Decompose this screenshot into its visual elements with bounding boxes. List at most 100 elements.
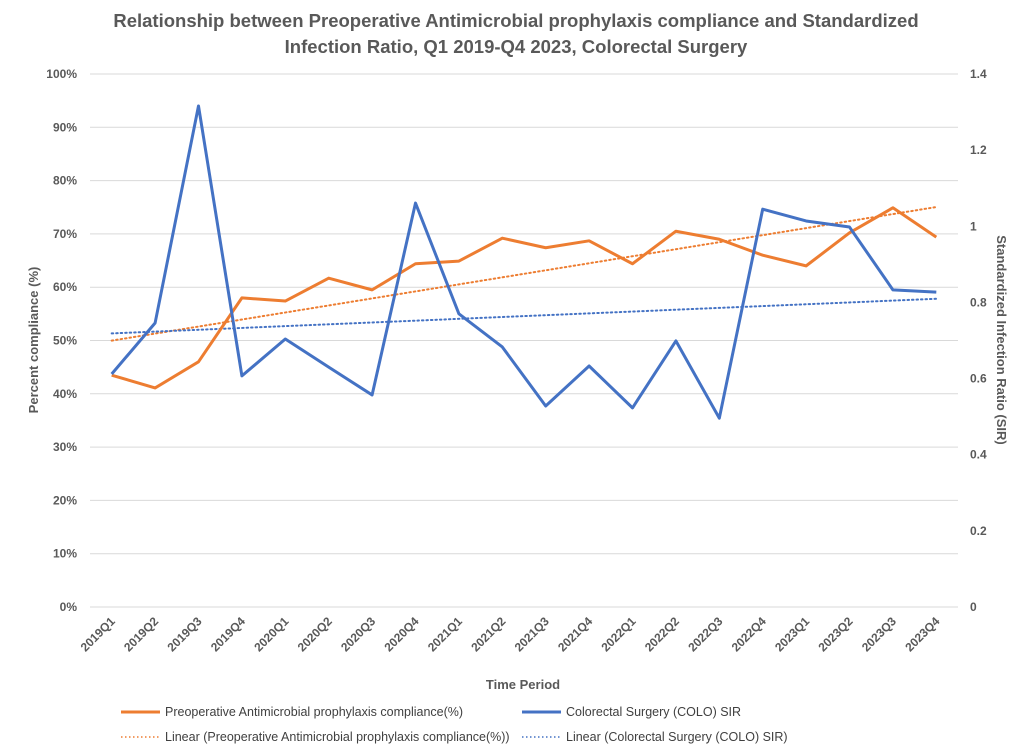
x-tick-label: 2023Q2 [816, 614, 856, 654]
x-tick-label: 2020Q2 [295, 614, 335, 654]
trendlines [110, 206, 938, 342]
x-axis-ticks: 2019Q1 2019Q2 2019Q3 2019Q4 2020Q1 2020Q2 2020… [78, 614, 943, 654]
left-tick-label: 60% [53, 280, 77, 294]
series-0-point [587, 238, 592, 243]
series-0-point [804, 263, 809, 268]
series-0-point [153, 385, 158, 390]
x-tick-label: 2020Q4 [382, 614, 422, 654]
series-1-point [717, 416, 722, 421]
y-axis-right-title: Standardized Infection Ratio (SIR) [994, 235, 1009, 444]
left-tick-label: 70% [53, 227, 77, 241]
series-0-point [543, 245, 548, 250]
series-0-point [413, 261, 418, 266]
left-tick-label: 80% [53, 174, 77, 188]
legend-label-compliance: Preoperative Antimicrobial prophylaxis c… [165, 705, 463, 719]
x-tick-label: 2022Q3 [685, 614, 725, 654]
legend: Preoperative Antimicrobial prophylaxis c… [121, 705, 788, 744]
x-tick-label: 2019Q4 [208, 614, 248, 654]
x-tick-label: 2019Q3 [165, 614, 205, 654]
x-tick-label: 2020Q1 [251, 614, 291, 654]
legend-label-sir: Colorectal Surgery (COLO) SIR [566, 705, 741, 719]
series-0-point [934, 235, 939, 240]
left-tick-label: 40% [53, 387, 77, 401]
x-tick-label: 2019Q2 [121, 614, 161, 654]
legend-label-sir-trend: Linear (Colorectal Surgery (COLO) SIR) [566, 730, 788, 744]
legend-item-compliance-trend[interactable]: Linear (Preoperative Antimicrobial proph… [121, 730, 510, 744]
series-0-point [500, 236, 505, 241]
series-1-point [890, 287, 895, 292]
series-1-point [673, 338, 678, 343]
series-1-point [760, 207, 765, 212]
series-0-point [717, 237, 722, 242]
series-1-point [370, 392, 375, 397]
trendline-0 [110, 206, 938, 342]
gridlines [90, 73, 958, 608]
x-tick-label: 2021Q3 [512, 614, 552, 654]
chart-title-line-1: Relationship between Preoperative Antimi… [113, 10, 919, 31]
right-tick-label: 0 [970, 600, 977, 614]
chart-title-line-2: Infection Ratio, Q1 2019-Q4 2023, Colore… [284, 36, 748, 57]
x-tick-label: 2021Q1 [425, 614, 465, 654]
right-tick-label: 1 [970, 219, 977, 233]
series-1-point [500, 344, 505, 349]
left-axis-ticks: 0% 10% 20% 30% 40% 50% 60% 70% 80% 90% 100% [46, 67, 77, 614]
left-tick-label: 50% [53, 334, 77, 348]
series-lines [109, 103, 939, 421]
left-tick-label: 30% [53, 440, 77, 454]
x-tick-label: 2023Q4 [902, 614, 942, 654]
left-tick-label: 90% [53, 120, 77, 134]
x-tick-label: 2022Q2 [642, 614, 682, 654]
series-0-point [370, 287, 375, 292]
series-line-0 [111, 206, 938, 390]
right-tick-label: 1.4 [970, 67, 987, 81]
series-1-point [543, 403, 548, 408]
series-0-point [283, 299, 288, 304]
x-tick-label: 2021Q4 [555, 614, 595, 654]
series-1-point [630, 405, 635, 410]
legend-label-compliance-trend: Linear (Preoperative Antimicrobial proph… [165, 730, 510, 744]
left-tick-label: 20% [53, 493, 77, 507]
legend-item-sir[interactable]: Colorectal Surgery (COLO) SIR [522, 705, 741, 719]
left-tick-label: 0% [60, 600, 78, 614]
series-1-point [934, 290, 939, 295]
chart-title: Relationship between Preoperative Antimi… [0, 8, 1032, 60]
series-0-point [239, 295, 244, 300]
series-0-point [326, 276, 331, 281]
series-1-point [847, 225, 852, 230]
series-line-1 [110, 104, 937, 420]
series-1-point [326, 365, 331, 370]
series-1-point [456, 311, 461, 316]
series-1-point [239, 373, 244, 378]
series-1-point [153, 320, 158, 325]
right-tick-label: 0.8 [970, 295, 987, 309]
series-1-point [587, 364, 592, 369]
series-1-point [413, 201, 418, 206]
series-1-point [804, 218, 809, 223]
series-1-point [283, 336, 288, 341]
x-tick-label: 2019Q1 [78, 614, 118, 654]
right-tick-label: 0.6 [970, 372, 987, 386]
y-axis-left-title: Percent compliance (%) [26, 267, 41, 414]
series-0-point [890, 205, 895, 210]
x-tick-label: 2020Q3 [338, 614, 378, 654]
series-0-point [673, 229, 678, 234]
series-0-point [196, 359, 201, 364]
series-0-point [630, 261, 635, 266]
legend-item-sir-trend[interactable]: Linear (Colorectal Surgery (COLO) SIR) [522, 730, 788, 744]
series-1-point [196, 103, 201, 108]
right-tick-label: 0.2 [970, 524, 987, 538]
right-tick-label: 0.4 [970, 448, 987, 462]
trendline-1 [110, 297, 938, 335]
x-tick-label: 2021Q2 [468, 614, 508, 654]
left-tick-label: 10% [53, 547, 77, 561]
series-0-point [760, 253, 765, 258]
x-tick-label: 2022Q1 [599, 614, 639, 654]
series-1-point [109, 372, 114, 377]
left-tick-label: 100% [46, 67, 77, 81]
legend-item-compliance[interactable]: Preoperative Antimicrobial prophylaxis c… [121, 705, 463, 719]
series-0-point [456, 259, 461, 264]
x-axis-title: Time Period [486, 677, 560, 692]
right-tick-label: 1.2 [970, 143, 987, 157]
x-tick-label: 2023Q3 [859, 614, 899, 654]
